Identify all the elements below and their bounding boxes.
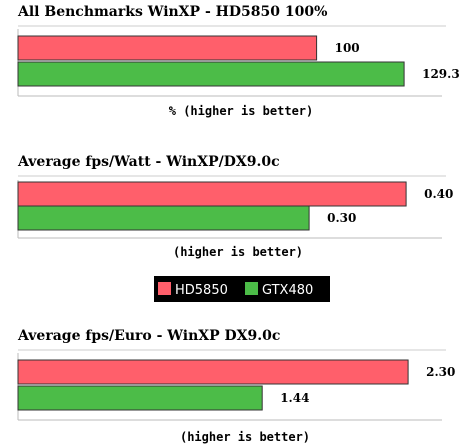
data-label: 2.30	[426, 365, 455, 379]
bar-gtx480	[17, 205, 310, 231]
data-label: 0.30	[327, 211, 356, 225]
data-label: 129.3	[422, 67, 460, 81]
legend-swatch-hd5850	[158, 282, 171, 295]
legend-swatch-gtx480	[245, 282, 258, 295]
legend-label: HD5850	[175, 283, 228, 298]
chart-title: Average fps/Euro - WinXP DX9.0c	[17, 328, 280, 344]
chart-title: Average fps/Watt - WinXP/DX9.0c	[17, 154, 280, 170]
legend-label: GTX480	[262, 283, 313, 298]
data-label: 1.44	[280, 391, 309, 405]
chart-title: All Benchmarks WinXP - HD5850 100%	[17, 4, 327, 20]
x-axis-label: % (higher is better)	[169, 104, 314, 118]
bar-gtx480	[17, 385, 263, 411]
data-label: 100	[335, 41, 360, 55]
bar-hd5850	[17, 181, 407, 207]
bar-hd5850	[17, 359, 409, 385]
bar-hd5850	[17, 35, 318, 61]
x-axis-label: (higher is better)	[173, 245, 303, 259]
data-label: 0.40	[424, 187, 453, 201]
x-axis-label: (higher is better)	[180, 430, 310, 444]
legend-box	[154, 276, 330, 302]
bar-gtx480	[17, 61, 405, 87]
